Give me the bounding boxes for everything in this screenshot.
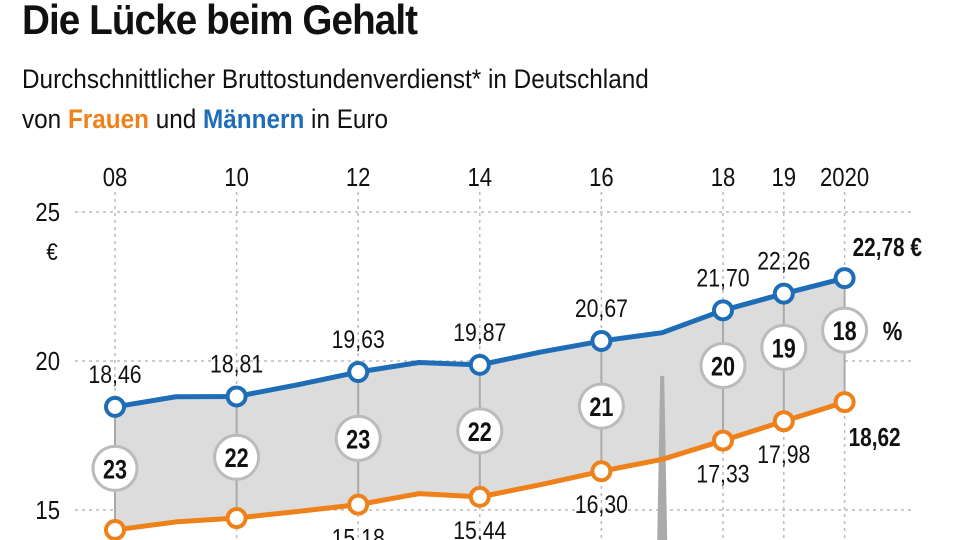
chart-subtitle-2: von Frauen und Männern in Euro bbox=[22, 104, 388, 135]
x-tick-label: 10 bbox=[224, 163, 249, 192]
men-value-label: 22,26 bbox=[757, 247, 810, 275]
men-value-label: 18,81 bbox=[210, 350, 263, 378]
women-value-label: 16,30 bbox=[575, 491, 628, 519]
gap-percent-label: 18 bbox=[833, 317, 857, 347]
gap-badge bbox=[821, 306, 869, 354]
women-point bbox=[772, 410, 795, 433]
gap-badge bbox=[213, 433, 261, 481]
men-value-label: 19,63 bbox=[332, 325, 385, 353]
men-point bbox=[347, 361, 370, 384]
men-point bbox=[590, 330, 613, 353]
women-value-label: 15,18 bbox=[332, 524, 385, 540]
chart-subtitle: Durchschnittlicher Bruttostundenverdiens… bbox=[22, 64, 649, 94]
gap-percent-label: 19 bbox=[772, 334, 796, 364]
women-point bbox=[104, 518, 126, 540]
gap-percent-label: 23 bbox=[103, 455, 127, 485]
legend-men: Männern bbox=[203, 104, 305, 134]
women-value-label: 17,98 bbox=[757, 441, 810, 469]
gap-badge bbox=[334, 414, 382, 462]
gap-percent-label: 23 bbox=[346, 425, 370, 455]
subtitle-text: von bbox=[22, 104, 68, 134]
x-tick-label: 18 bbox=[711, 163, 736, 192]
gap-unit-label: % bbox=[883, 318, 903, 347]
gap-badge bbox=[699, 341, 747, 389]
gap-badge bbox=[91, 444, 139, 492]
chart-title: Die Lücke beim Gehalt bbox=[22, 0, 418, 43]
men-point bbox=[468, 353, 491, 376]
men-value-label: 18,46 bbox=[88, 360, 141, 388]
x-tick-label: 14 bbox=[468, 163, 493, 192]
women-point bbox=[590, 460, 613, 483]
women-value-label: 18,62 bbox=[849, 423, 901, 452]
men-value-label: 22,78 € bbox=[853, 233, 922, 262]
gap-percent-label: 22 bbox=[225, 444, 249, 474]
legend-women: Frauen bbox=[67, 104, 149, 134]
men-point bbox=[712, 299, 734, 322]
gap-badge bbox=[456, 407, 504, 455]
gap-percent-label: 22 bbox=[468, 418, 492, 448]
women-point bbox=[833, 391, 856, 414]
x-tick-label: 19 bbox=[772, 163, 797, 192]
men-point bbox=[833, 267, 856, 290]
x-tick-label: 08 bbox=[103, 163, 128, 192]
women-point bbox=[468, 485, 491, 508]
gap-percent-label: 21 bbox=[589, 393, 613, 423]
women-value-label: 15,44 bbox=[453, 516, 506, 540]
subtitle-text: und bbox=[148, 104, 204, 134]
y-tick-label: 20 bbox=[35, 347, 60, 376]
women-point bbox=[225, 507, 248, 530]
men-point bbox=[225, 385, 248, 408]
women-value-label: 17,33 bbox=[696, 460, 749, 488]
gap-badge bbox=[760, 323, 808, 371]
x-tick-label: 16 bbox=[589, 163, 614, 192]
women-point bbox=[712, 429, 734, 452]
x-tick-label: 2020 bbox=[820, 163, 869, 192]
y-tick-label: 25 bbox=[35, 198, 60, 227]
men-value-label: 21,70 bbox=[696, 264, 749, 292]
y-tick-label: 15 bbox=[35, 496, 60, 525]
men-point bbox=[772, 282, 795, 305]
men-point bbox=[104, 395, 126, 418]
y-unit-label: € bbox=[46, 238, 58, 265]
women-point bbox=[347, 493, 370, 516]
gap-percent-label: 20 bbox=[711, 352, 735, 382]
gap-badge bbox=[577, 382, 625, 430]
men-value-label: 19,87 bbox=[453, 318, 506, 346]
x-tick-label: 12 bbox=[346, 163, 371, 192]
men-value-label: 20,67 bbox=[575, 294, 628, 322]
subtitle-text: in Euro bbox=[304, 104, 389, 134]
